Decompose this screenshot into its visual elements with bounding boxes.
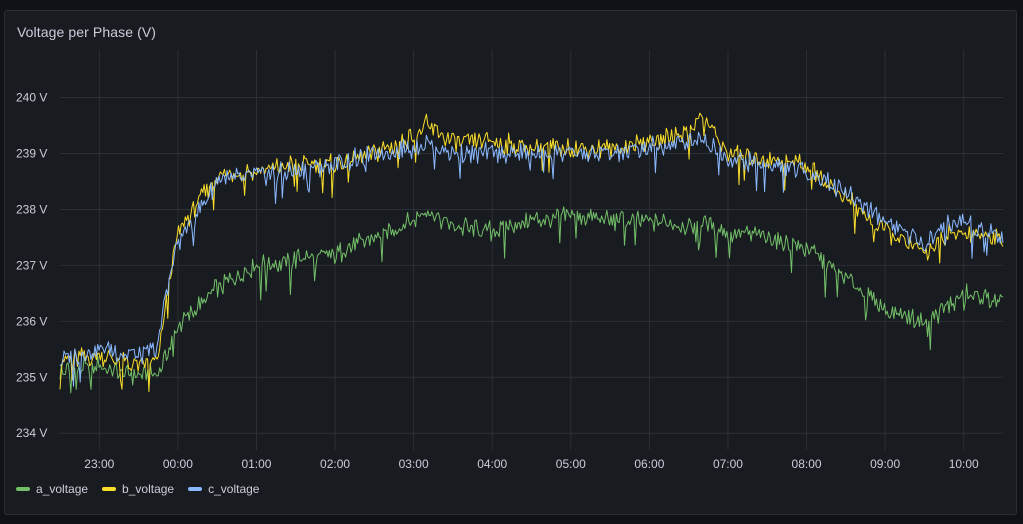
x-tick-label: 04:00 [477, 457, 507, 471]
x-tick-label: 03:00 [399, 457, 429, 471]
x-tick-label: 07:00 [713, 457, 743, 471]
y-tick-label: 236 V [16, 314, 47, 328]
x-tick-label: 01:00 [241, 457, 271, 471]
legend-swatch [16, 487, 30, 491]
y-tick-label: 237 V [16, 258, 47, 272]
legend: a_voltage b_voltage c_voltage [16, 482, 259, 496]
y-tick-label: 239 V [16, 146, 47, 160]
series-line-c_voltage[interactable] [59, 131, 1004, 387]
legend-swatch [188, 487, 203, 491]
x-tick-label: 02:00 [320, 457, 350, 471]
legend-item-a_voltage[interactable]: a_voltage [16, 482, 88, 496]
y-tick-label: 238 V [16, 202, 47, 216]
x-tick-label: 09:00 [870, 457, 900, 471]
x-tick-label: 10:00 [949, 457, 979, 471]
y-tick-label: 234 V [16, 426, 47, 440]
legend-item-b_voltage[interactable]: b_voltage [102, 482, 174, 496]
legend-swatch [102, 487, 117, 491]
y-tick-label: 240 V [16, 91, 47, 105]
legend-label: b_voltage [122, 482, 175, 496]
x-tick-label: 00:00 [163, 457, 193, 471]
y-tick-label: 235 V [16, 370, 47, 384]
x-tick-label: 08:00 [792, 457, 822, 471]
panel-title: Voltage per Phase (V) [17, 24, 157, 40]
series-line-a_voltage[interactable] [59, 206, 1004, 394]
x-tick-label: 06:00 [634, 457, 664, 471]
x-tick-label: 23:00 [84, 457, 114, 471]
legend-item-c_voltage[interactable]: c_voltage [188, 482, 259, 496]
legend-label: a_voltage [36, 482, 89, 496]
x-tick-label: 05:00 [556, 457, 586, 471]
legend-label: c_voltage [208, 482, 260, 496]
